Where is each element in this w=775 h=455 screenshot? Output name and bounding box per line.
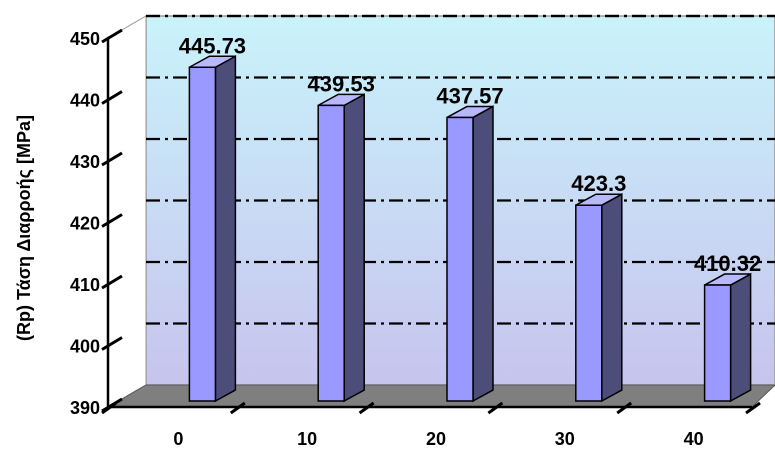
bar-side-face	[214, 54, 237, 403]
y-tick-label: 390	[70, 398, 100, 418]
side-wall-panel	[107, 15, 147, 408]
x-tick	[745, 401, 761, 415]
bar	[575, 192, 623, 403]
gridlines	[146, 14, 775, 325]
bar-value-label: 445.73	[179, 33, 246, 58]
bar	[317, 93, 365, 403]
x-tick	[229, 401, 246, 415]
y-tick-label: 420	[70, 214, 100, 234]
y-axis-title: (Rp) Τάση Διαρροής [MPa]	[14, 115, 34, 341]
bar-front-face	[188, 66, 217, 402]
bar-side-face	[472, 105, 494, 403]
y-tick-label: 440	[70, 91, 100, 111]
labels: 445.73 0 439.53 10 437.57 20 423.3 30 410.32 40	[173, 33, 761, 449]
y-tick-label: 410	[70, 275, 100, 295]
x-tick-label: 0	[173, 429, 183, 449]
bar	[188, 54, 237, 403]
y-tick	[101, 151, 123, 167]
bar-side-face	[343, 93, 365, 403]
x-tick-label: 40	[684, 429, 704, 449]
bar	[446, 105, 494, 403]
bar-value-label: 423.3	[571, 171, 626, 196]
axes: 390 400 410 420 430 440 450	[70, 28, 761, 418]
bar-front-face	[446, 116, 474, 402]
x-tick-label: 20	[426, 429, 446, 449]
y-tick-label: 400	[70, 337, 100, 357]
x-tick-label: 30	[555, 429, 575, 449]
y-tick	[101, 336, 123, 351]
y-tick-label: 430	[70, 152, 100, 172]
bar-side-face	[729, 272, 752, 403]
bar-front-face	[575, 204, 603, 402]
bar	[703, 272, 752, 403]
y-tick	[101, 274, 123, 290]
y-tick-label: 450	[70, 29, 100, 49]
bar-side-face	[601, 192, 623, 403]
x-tick-label: 10	[297, 429, 317, 449]
bar-value-label: 437.57	[436, 83, 503, 108]
bar-value-label: 439.53	[308, 71, 375, 96]
y-tick	[101, 28, 123, 44]
bar-front-face	[317, 104, 345, 402]
x-tick	[358, 401, 375, 415]
y-tick	[101, 90, 123, 105]
y-tick	[101, 213, 123, 228]
bar-value-label: 410.32	[694, 251, 761, 276]
bar-front-face	[703, 284, 732, 402]
x-tick	[616, 401, 633, 415]
bars	[188, 54, 752, 403]
x-tick	[101, 401, 117, 415]
x-tick	[487, 401, 504, 415]
